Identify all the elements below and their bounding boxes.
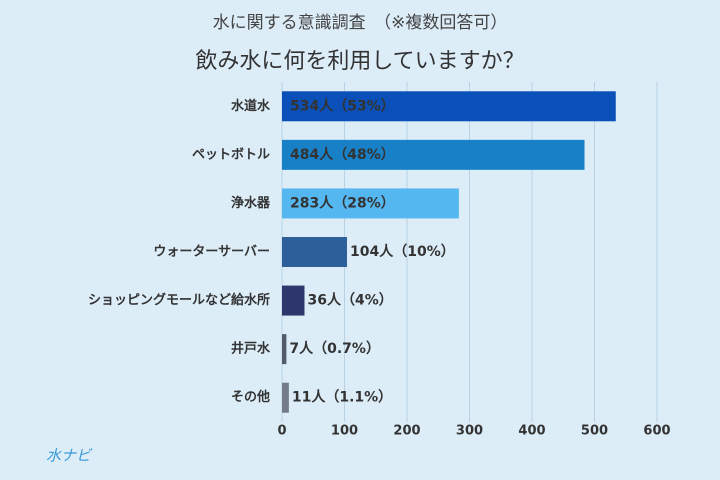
value-label: 283人（28%） (290, 194, 395, 211)
x-tick-label: 500 (581, 424, 608, 439)
value-label: 534人（53%） (290, 97, 395, 114)
y-tick-label: その他 (231, 389, 270, 405)
y-tick-label: 浄水器 (231, 195, 271, 211)
chart-title: 水に関する意識調査 （※複数回答可） (213, 13, 508, 33)
bar (282, 237, 347, 267)
bar (282, 382, 289, 413)
bar (282, 91, 616, 122)
x-tick-label: 300 (456, 424, 483, 439)
value-label: 484人（48%） (290, 146, 395, 163)
x-tick-label: 0 (277, 424, 286, 439)
bar (282, 139, 585, 170)
bar (282, 285, 305, 316)
chart-subtitle: 飲み水に何を利用していますか？ (195, 49, 524, 74)
bar (282, 334, 287, 365)
x-tick-label: 400 (518, 424, 545, 439)
y-tick-label: ペットボトル (192, 146, 270, 162)
logo: 水ナビ (46, 447, 93, 465)
y-tick-label: ウォーターサーバー (153, 245, 270, 260)
bar (282, 188, 459, 219)
x-tick-label: 200 (393, 424, 420, 439)
x-tick-label: 600 (643, 424, 670, 439)
x-tick-label: 100 (331, 424, 358, 439)
value-label: 36人（4%） (308, 292, 393, 309)
y-tick-label: 水道水 (231, 98, 271, 114)
y-tick-label: 井戸水 (231, 341, 271, 357)
y-tick-label: ショッピングモールなど給水所 (88, 292, 270, 308)
value-label: 11人（1.1%） (292, 389, 392, 406)
value-label: 104人（10%） (350, 243, 455, 260)
value-label: 7人（0.7%） (289, 340, 380, 357)
